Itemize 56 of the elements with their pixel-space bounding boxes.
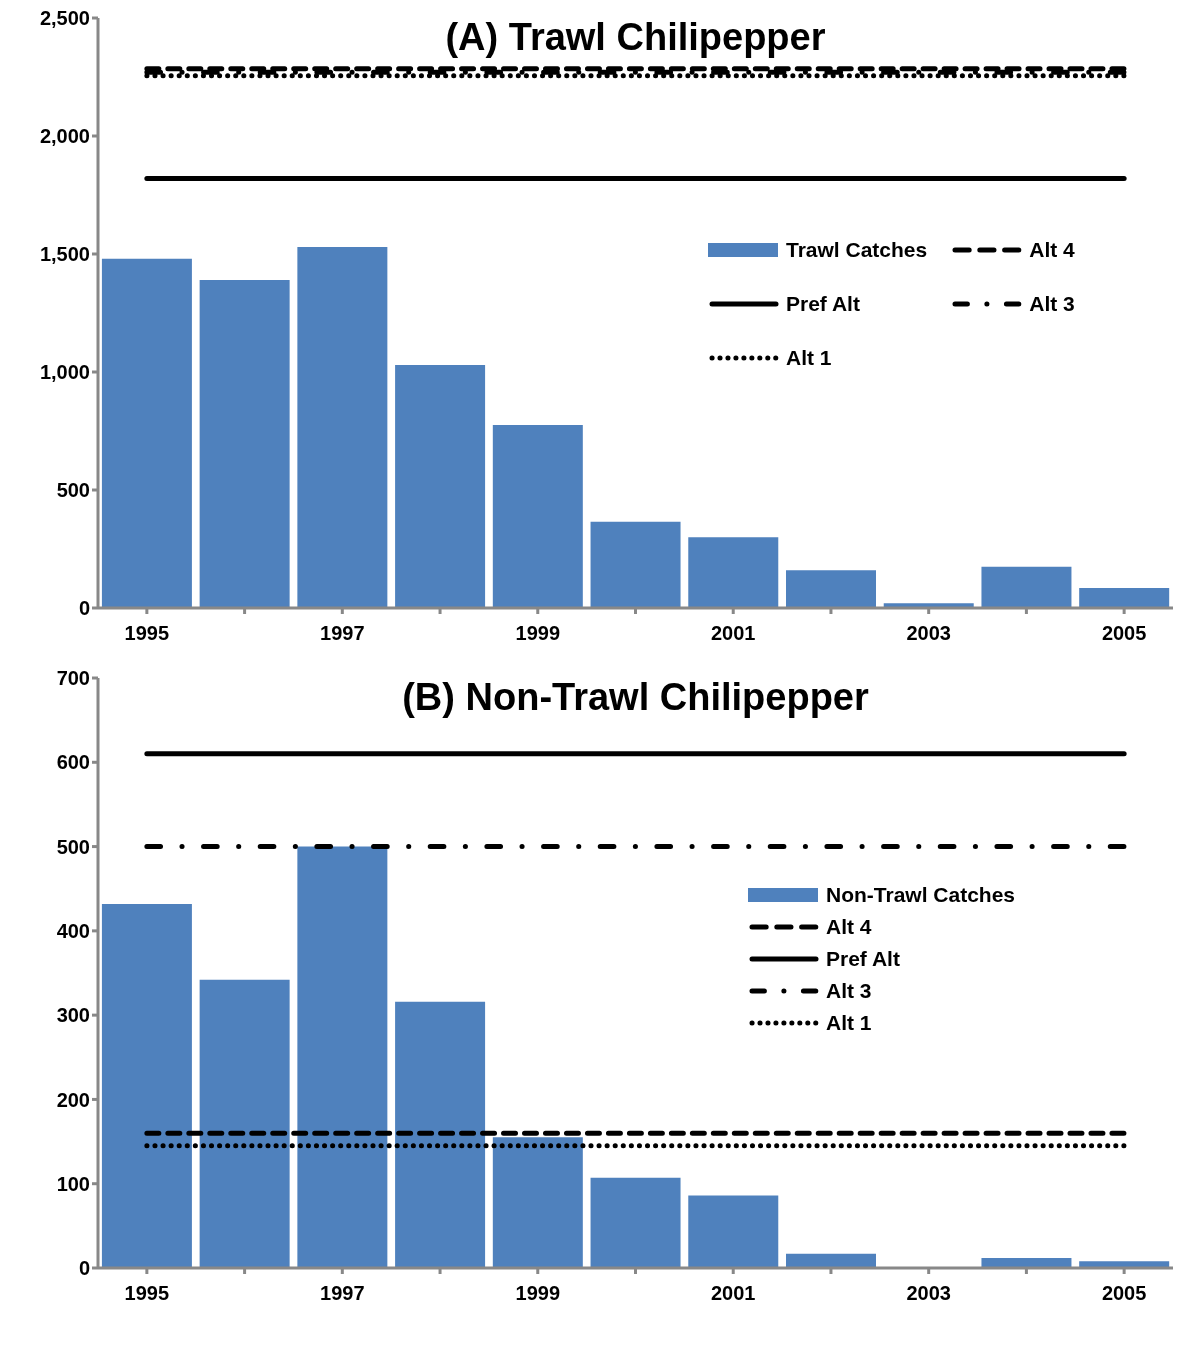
legend-label: Non-Trawl Catches — [826, 883, 1016, 907]
y-tick-label: 100 — [56, 1172, 90, 1195]
x-tick-label: 1997 — [320, 1282, 365, 1305]
bar — [395, 364, 486, 608]
legend-label: Alt 4 — [826, 915, 872, 939]
bar — [199, 979, 290, 1268]
bar — [688, 537, 779, 608]
chart-title: (B) Non-Trawl Chilipepper — [401, 676, 870, 719]
y-tick-label: 500 — [56, 835, 90, 858]
x-tick-label: 1999 — [515, 622, 561, 645]
x-tick-label: 1997 — [320, 622, 365, 645]
y-tick-label: 0 — [78, 1257, 90, 1280]
y-tick-label: 700 — [56, 667, 90, 690]
x-tick-label: 1999 — [515, 1282, 561, 1305]
y-tick-label: 2,000 — [39, 125, 90, 148]
y-tick-label: 1,500 — [39, 243, 90, 266]
bar — [786, 1253, 876, 1268]
bar — [297, 246, 388, 608]
y-tick-label: 600 — [56, 751, 90, 774]
x-tick-label: 2005 — [1101, 1282, 1147, 1305]
x-tick-label: 2003 — [906, 1282, 951, 1305]
x-tick-label: 2001 — [710, 1282, 756, 1305]
bar — [590, 521, 681, 608]
y-tick-label: 500 — [56, 479, 90, 502]
x-tick-label: 2005 — [1101, 622, 1147, 645]
bar — [492, 425, 583, 608]
y-tick-label: 2,500 — [39, 7, 90, 30]
x-tick-label: 1995 — [124, 1282, 170, 1305]
legend-label: Alt 1 — [786, 346, 832, 370]
y-tick-label: 200 — [56, 1088, 90, 1111]
legend-label: Alt 3 — [1029, 292, 1075, 316]
bar — [590, 1177, 681, 1268]
bar — [688, 1195, 779, 1268]
legend-label: Trawl Catches — [786, 238, 928, 262]
bar — [981, 566, 1072, 608]
legend-label: Pref Alt — [786, 292, 860, 316]
y-tick-label: 1,000 — [39, 361, 90, 384]
bar — [101, 903, 192, 1268]
x-tick-label: 2003 — [906, 622, 951, 645]
legend-label: Pref Alt — [826, 947, 900, 971]
legend-label: Alt 4 — [1029, 238, 1075, 262]
bar — [297, 846, 388, 1268]
bar — [101, 258, 192, 608]
x-tick-label: 1995 — [124, 622, 170, 645]
y-tick-label: 0 — [78, 597, 90, 620]
legend-label: Alt 1 — [826, 1011, 872, 1035]
y-tick-label: 400 — [56, 919, 90, 942]
x-tick-label: 2001 — [710, 622, 756, 645]
chart-title: (A) Trawl Chilipepper — [444, 16, 827, 59]
bar — [786, 570, 876, 608]
y-tick-label: 300 — [56, 1004, 90, 1027]
legend-label: Alt 3 — [826, 979, 872, 1003]
bar — [1079, 587, 1170, 608]
bar — [492, 1137, 583, 1268]
bar — [395, 1001, 486, 1268]
bar — [199, 279, 290, 608]
